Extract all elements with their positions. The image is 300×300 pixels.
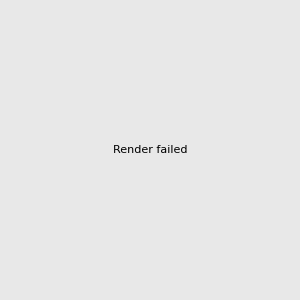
Text: Render failed: Render failed: [113, 145, 187, 155]
